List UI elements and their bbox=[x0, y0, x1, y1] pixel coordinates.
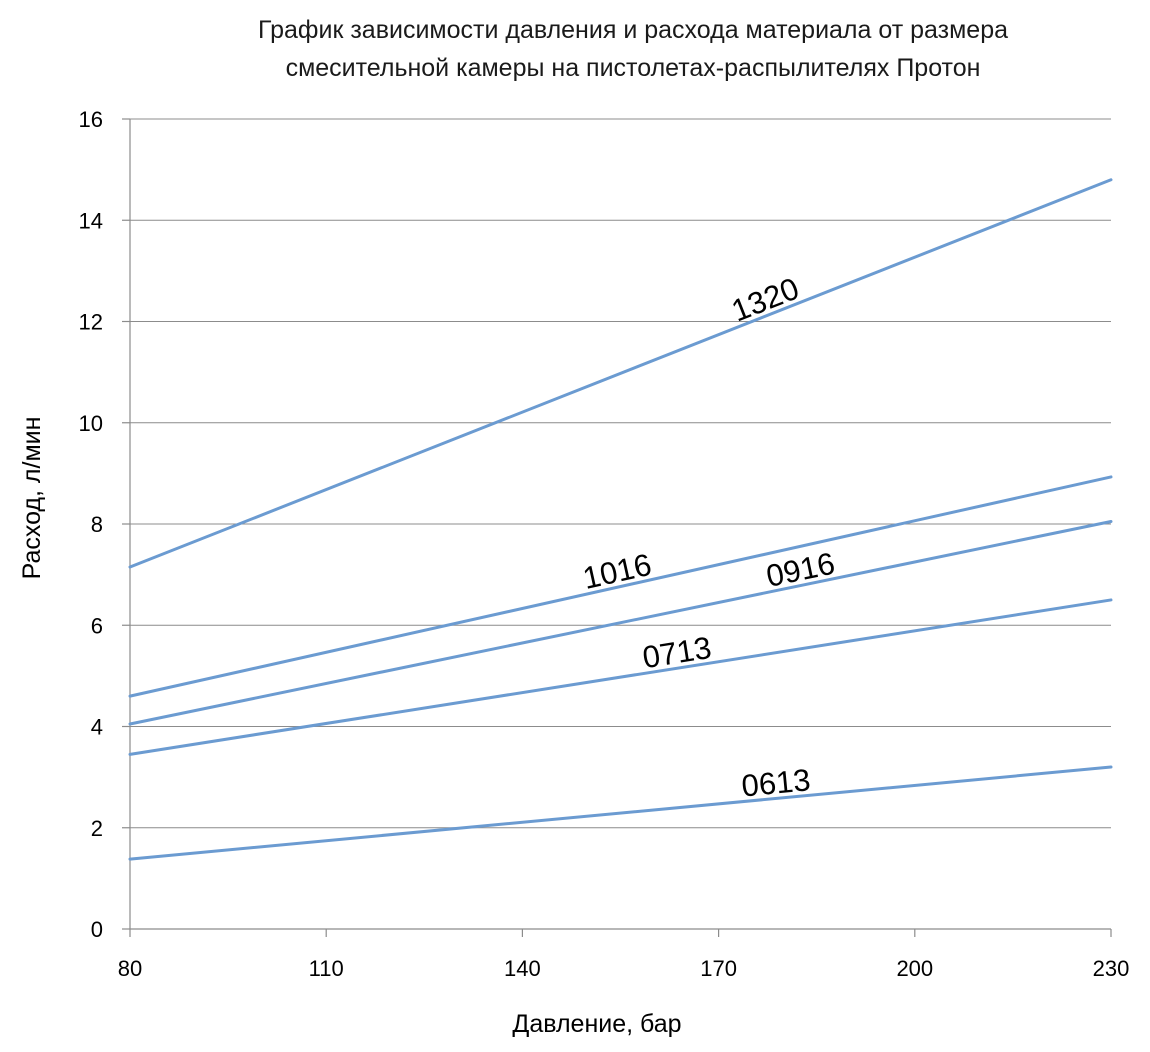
x-tick-label-80: 80 bbox=[118, 956, 142, 981]
y-tick-labels: 0 2 4 6 8 10 12 14 16 bbox=[79, 107, 103, 942]
y-tick-label-14: 14 bbox=[79, 208, 103, 233]
series-line-0613 bbox=[128, 765, 1113, 861]
chart-title-line-2: смесительной камеры на пистолетах-распыл… bbox=[286, 54, 981, 82]
y-axis-label: Расход, л/мин bbox=[18, 417, 46, 580]
y-tick-label-10: 10 bbox=[79, 411, 103, 436]
series-line-1320 bbox=[128, 178, 1113, 569]
y-tick-label-0: 0 bbox=[91, 917, 103, 942]
series-line-0713 bbox=[128, 598, 1113, 756]
series-label-0713: 0713 bbox=[640, 630, 714, 675]
x-tick-label-170: 170 bbox=[700, 956, 737, 981]
chart-title-line-1: График зависимости давления и расхода ма… bbox=[258, 16, 1008, 44]
series-label-1320: 1320 bbox=[727, 271, 804, 329]
x-axis-label: Давление, бар bbox=[512, 1010, 681, 1038]
x-tick-label-140: 140 bbox=[504, 956, 541, 981]
grid-lines bbox=[130, 118, 1111, 829]
series-label-0613: 0613 bbox=[740, 762, 812, 803]
y-tick-label-16: 16 bbox=[79, 107, 103, 132]
y-tick-label-8: 8 bbox=[91, 512, 103, 537]
axes bbox=[122, 118, 1112, 937]
y-tick-label-4: 4 bbox=[91, 715, 103, 740]
x-tick-label-200: 200 bbox=[896, 956, 933, 981]
x-tick-label-230: 230 bbox=[1093, 956, 1130, 981]
y-tick-label-12: 12 bbox=[79, 310, 103, 335]
series-line-1016 bbox=[128, 475, 1113, 698]
x-tick-label-110: 110 bbox=[309, 956, 344, 981]
series-label-1016: 1016 bbox=[580, 547, 655, 596]
y-tick-label-6: 6 bbox=[91, 613, 103, 638]
series-lines bbox=[128, 178, 1113, 861]
series-line-0916 bbox=[128, 519, 1113, 726]
x-tick-labels: 80 110 140 170 200 230 bbox=[118, 956, 1130, 981]
y-tick-label-2: 2 bbox=[91, 816, 103, 841]
